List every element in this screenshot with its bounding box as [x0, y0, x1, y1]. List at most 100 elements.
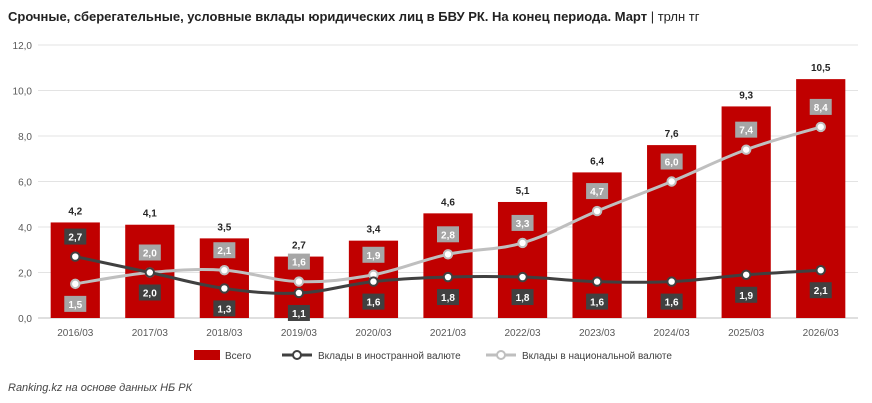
x-tick-label: 2021/03 [430, 328, 467, 339]
x-tick-label: 2016/03 [57, 328, 94, 339]
bar [796, 79, 846, 318]
bar-value-label: 3,5 [217, 222, 231, 233]
foreign-value-box [735, 286, 758, 303]
national-point [219, 265, 230, 276]
bars-series [50, 79, 846, 318]
bar-value-label: 9,3 [739, 90, 753, 101]
x-tick-label: 2019/03 [281, 328, 318, 339]
foreign-value-box [511, 289, 534, 306]
bar-value-label: 4,2 [68, 206, 82, 217]
national-point [666, 176, 677, 187]
chart: 0,02,04,06,08,010,012,0 2016/03 2017/03 20… [13, 41, 858, 362]
foreign-value-box [287, 304, 310, 321]
national-value-label: 6,0 [665, 158, 679, 169]
y-tick-label: 8,0 [18, 132, 32, 143]
foreign-point [740, 269, 752, 280]
national-value-label: 1,5 [68, 300, 82, 311]
x-tick-label: 2025/03 [728, 328, 765, 339]
foreign-value-label: 1,3 [217, 304, 231, 315]
legend-marker-foreign [292, 350, 302, 360]
foreign-point [70, 251, 81, 262]
national-value-box [64, 295, 87, 312]
foreign-value-box [64, 228, 87, 245]
foreign-point [666, 276, 677, 287]
foreign-point [517, 271, 528, 283]
national-value-label: 2,0 [143, 249, 157, 260]
chart-title: Срочные, сберегательные, условные вклады… [8, 9, 700, 24]
national-value-label: 3,3 [516, 219, 530, 230]
bar-value-label: 2,7 [292, 241, 306, 252]
chart-title-unit: | трлн тг [650, 9, 700, 24]
foreign-value-box [437, 289, 459, 306]
foreign-value-label: 1,6 [590, 298, 604, 309]
legend-label-foreign: Вклады в иностранной валюте [318, 351, 461, 362]
x-tick-label: 2020/03 [355, 328, 392, 339]
bar-value-label: 4,6 [441, 197, 455, 208]
national-point [815, 121, 826, 133]
x-tick-label: 2024/03 [654, 328, 691, 339]
legend: Всего Вклады в иностранной валюте Вклады в… [194, 350, 672, 362]
y-tick-label: 10,0 [13, 87, 33, 98]
national-point [740, 144, 752, 155]
foreign-value-box [809, 282, 832, 299]
foreign-value-box [213, 300, 236, 317]
foreign-point [368, 276, 379, 287]
foreign-point [591, 276, 603, 287]
national-value-label: 2,8 [441, 230, 455, 241]
national-value-label: 1,6 [292, 258, 306, 269]
foreign-value-label: 2,0 [143, 289, 157, 300]
foreign-point [815, 265, 826, 276]
national-point [293, 276, 305, 287]
x-axis: 2016/03 2017/03 2018/03 2019/03 2020/03 2021/… [57, 328, 839, 339]
national-value-box [809, 98, 832, 115]
national-value-box [735, 121, 758, 138]
national-value-label: 7,4 [739, 126, 753, 137]
national-value-box [437, 226, 459, 243]
y-axis: 0,0 2,0 4,0 6,0 8,0 10,0 12,0 [13, 41, 33, 325]
national-point [70, 278, 81, 290]
bar [647, 145, 697, 318]
national-value-box [660, 153, 683, 170]
national-point [517, 237, 528, 249]
national-point [591, 205, 603, 217]
national-value-box [586, 183, 609, 200]
legend-marker-national [496, 350, 506, 360]
grid [38, 44, 858, 319]
foreign-value-box [362, 293, 385, 310]
foreign-value-label: 1,8 [441, 293, 455, 304]
national-value-label: 8,4 [814, 103, 828, 114]
x-tick-label: 2022/03 [504, 328, 541, 339]
data-labels: 4,2 4,1 3,5 2,7 3,4 4,6 5,1 6,4 7,6 9,3 10,5 2,7 2,0… [64, 63, 832, 321]
foreign-value-box [660, 293, 683, 310]
foreign-point [219, 283, 230, 294]
national-value-label: 2,1 [217, 246, 231, 257]
bar-value-label: 7,6 [665, 129, 679, 140]
y-tick-label: 4,0 [18, 223, 32, 234]
foreign-value-box [138, 284, 161, 301]
bar-value-label: 3,4 [367, 225, 381, 236]
foreign-value-label: 1,6 [665, 298, 679, 309]
y-tick-label: 2,0 [18, 269, 32, 280]
foreign-value-label: 1,9 [739, 291, 753, 302]
legend-label-national: Вклады в национальной валюте [522, 351, 672, 362]
foreign-value-label: 1,1 [292, 309, 306, 320]
national-value-box [511, 214, 534, 231]
x-tick-label: 2018/03 [206, 328, 243, 339]
x-tick-label: 2017/03 [132, 328, 169, 339]
legend-label-total: Всего [225, 351, 252, 362]
foreign-value-label: 1,8 [516, 293, 530, 304]
bar-value-label: 10,5 [811, 63, 831, 74]
national-value-box [287, 253, 310, 270]
bar-value-label: 4,1 [143, 209, 157, 220]
national-point [442, 249, 454, 260]
bar-value-label: 6,4 [590, 156, 604, 167]
foreign-value-label: 2,1 [814, 286, 828, 297]
bar [721, 106, 771, 318]
x-tick-label: 2023/03 [579, 328, 616, 339]
national-value-label: 4,7 [590, 187, 604, 198]
national-value-label: 1,9 [367, 251, 381, 262]
legend-swatch-total [194, 350, 220, 360]
y-tick-label: 12,0 [13, 41, 33, 52]
y-tick-label: 6,0 [18, 178, 32, 189]
national-value-box [213, 242, 236, 259]
